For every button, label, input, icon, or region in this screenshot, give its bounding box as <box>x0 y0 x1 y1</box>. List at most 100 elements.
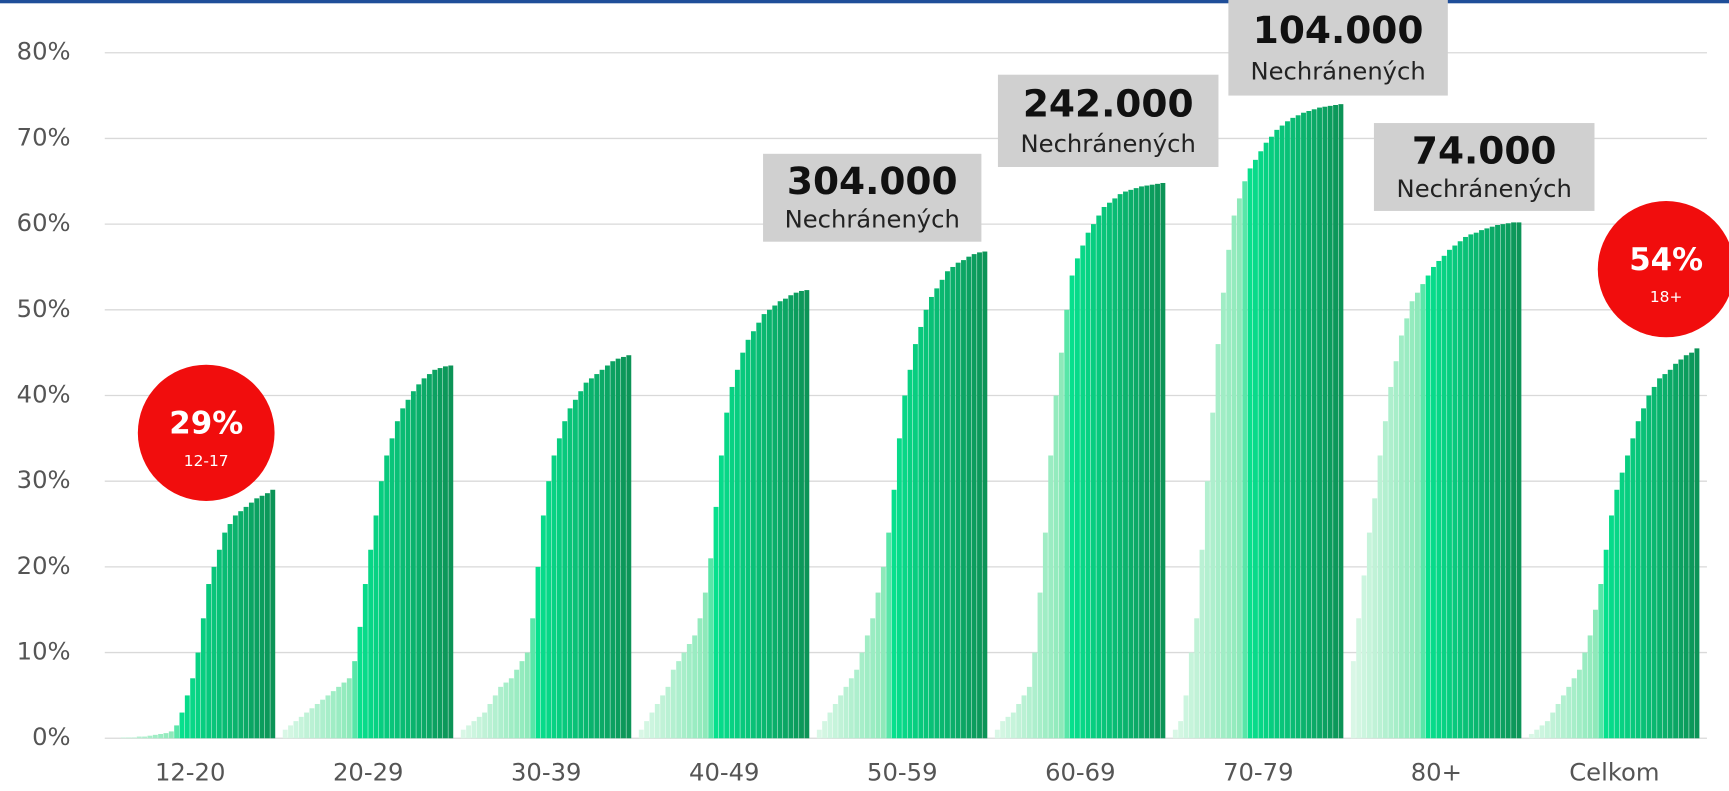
bar <box>309 708 315 739</box>
bar <box>293 721 299 739</box>
bar <box>950 266 956 739</box>
bar <box>923 309 929 739</box>
bar <box>487 703 493 739</box>
bar <box>1361 575 1367 739</box>
annotation-value: 104.000 <box>1253 8 1424 52</box>
bar <box>136 736 142 739</box>
bar <box>1160 182 1166 739</box>
y-tick-label: 30% <box>17 466 71 494</box>
bar <box>1457 241 1463 739</box>
bar <box>1505 223 1511 739</box>
annotation-box <box>1228 0 1448 96</box>
badge-value: 54% <box>1629 242 1703 278</box>
bar <box>1516 222 1522 739</box>
bar <box>702 592 708 739</box>
bar <box>1625 455 1630 739</box>
bar <box>1311 109 1317 739</box>
bar <box>1441 255 1447 739</box>
x-tick-label: 70-79 <box>1223 758 1293 786</box>
bar <box>238 511 244 739</box>
bar <box>389 438 395 739</box>
annotation-label: Nechránených <box>785 206 960 234</box>
bar <box>1096 215 1102 739</box>
bar <box>971 254 977 739</box>
bar <box>676 661 682 739</box>
bar <box>120 737 126 739</box>
bar <box>394 421 400 739</box>
bar <box>772 305 778 739</box>
bar <box>1689 352 1695 739</box>
y-tick-label: 20% <box>17 552 71 580</box>
bar <box>854 669 860 739</box>
bar <box>1404 318 1410 739</box>
bar <box>1327 105 1333 739</box>
bar <box>1000 721 1006 739</box>
bar <box>1274 129 1280 739</box>
bar <box>288 725 294 739</box>
bar <box>1528 733 1534 739</box>
bar <box>1447 249 1452 739</box>
bar <box>1420 284 1426 739</box>
bar <box>891 489 897 739</box>
bar <box>1074 258 1080 739</box>
bar <box>1242 181 1248 739</box>
bar <box>232 515 238 739</box>
bar <box>1473 232 1479 739</box>
bar <box>384 455 390 739</box>
bar <box>1377 455 1383 739</box>
bar <box>1393 361 1399 739</box>
bar <box>1683 355 1689 739</box>
annotation-box <box>1373 123 1595 211</box>
bar <box>190 678 196 739</box>
bar <box>734 369 740 739</box>
x-tick-label: 80+ <box>1411 758 1462 786</box>
bar <box>670 669 676 739</box>
bar <box>638 729 644 739</box>
bar <box>400 408 406 739</box>
bar <box>1016 703 1022 739</box>
bar <box>912 344 918 739</box>
bar <box>1630 438 1636 739</box>
bar <box>1619 472 1625 739</box>
bar <box>158 733 164 739</box>
bar <box>184 695 190 739</box>
bar <box>626 355 632 739</box>
bar <box>1479 230 1484 739</box>
bar <box>1144 185 1150 739</box>
bar <box>357 626 363 739</box>
bar <box>1534 729 1540 739</box>
y-tick-label: 50% <box>17 295 71 323</box>
bar <box>482 712 488 739</box>
y-tick-label: 40% <box>17 381 71 409</box>
bar <box>1069 275 1075 739</box>
bar <box>1090 224 1096 739</box>
bar <box>724 412 730 739</box>
bar <box>567 408 573 739</box>
bar <box>556 438 562 739</box>
bar <box>254 498 260 739</box>
bar <box>1226 249 1232 739</box>
x-tick-label: 20-29 <box>333 758 403 786</box>
bar <box>1139 186 1144 739</box>
bar <box>1107 202 1112 739</box>
bar <box>352 661 358 739</box>
bar <box>346 678 352 739</box>
x-tick-label: Celkom <box>1569 758 1659 786</box>
bar <box>1366 532 1372 739</box>
bar <box>519 661 525 739</box>
x-tick-label: 50-59 <box>867 758 937 786</box>
bar <box>686 644 692 739</box>
bar <box>1388 386 1394 739</box>
bar <box>1080 245 1086 739</box>
bar <box>1544 721 1550 739</box>
bar <box>1317 107 1322 739</box>
bar <box>1101 206 1107 739</box>
bar <box>713 506 719 739</box>
bar <box>314 703 320 739</box>
bar <box>793 292 799 739</box>
bar <box>200 618 206 739</box>
bar <box>1295 115 1301 739</box>
bar <box>416 384 422 739</box>
bar <box>1463 236 1468 739</box>
bar <box>977 252 982 739</box>
